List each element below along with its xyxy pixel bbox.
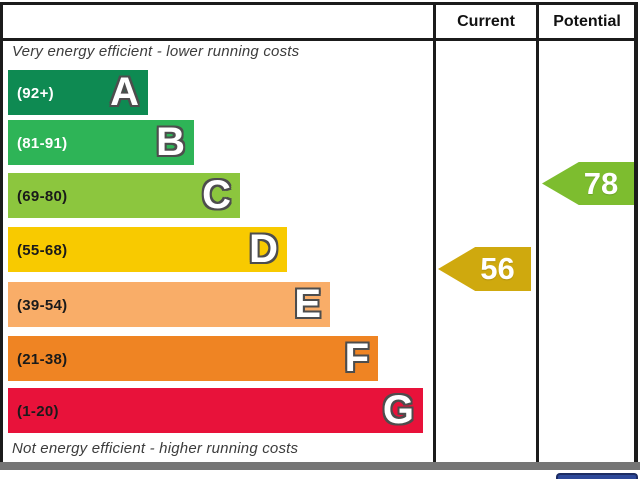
current-column-divider xyxy=(433,2,436,464)
band-row-a: (92+) A xyxy=(8,70,148,115)
band-row-e: (39-54) E xyxy=(8,282,330,327)
potential-column-header: Potential xyxy=(553,13,621,30)
table-border-top xyxy=(0,2,638,5)
band-letter: F xyxy=(344,336,369,380)
band-row-d: (55-68) D xyxy=(8,227,287,272)
band-letter: D xyxy=(249,227,278,271)
band-letter: C xyxy=(202,173,231,217)
band-range-label: (69-80) xyxy=(17,188,68,205)
table-border-bottom xyxy=(0,462,640,470)
band-row-b: (81-91) B xyxy=(8,120,194,165)
band-letter: G xyxy=(382,388,414,432)
band-range-label: (81-91) xyxy=(17,135,68,152)
band-range-label: (92+) xyxy=(17,85,54,102)
current-rating-value: 56 xyxy=(480,251,515,286)
potential-rating-arrow: 78 xyxy=(542,162,634,205)
band-range-label: (1-20) xyxy=(17,403,59,420)
band-letter: A xyxy=(110,70,139,114)
band-letter: B xyxy=(156,120,185,164)
table-border-left xyxy=(0,2,3,464)
header-divider-line xyxy=(0,38,638,41)
band-row-g: (1-20) G xyxy=(8,388,423,433)
efficiency-top-caption: Very energy efficient - lower running co… xyxy=(12,43,300,60)
current-column-header: Current xyxy=(457,13,515,30)
eu-directive-box-edge xyxy=(556,473,638,479)
current-rating-arrow: 56 xyxy=(438,247,531,291)
potential-rating-value: 78 xyxy=(583,165,619,201)
band-range-label: (55-68) xyxy=(17,242,68,259)
band-letter: E xyxy=(294,282,321,326)
potential-column-divider xyxy=(536,2,539,464)
band-range-label: (39-54) xyxy=(17,297,68,314)
band-row-f: (21-38) F xyxy=(8,336,378,381)
efficiency-bottom-caption: Not energy efficient - higher running co… xyxy=(12,440,299,457)
table-border-right xyxy=(634,2,638,464)
band-range-label: (21-38) xyxy=(17,351,68,368)
band-row-c: (69-80) C xyxy=(8,173,240,218)
